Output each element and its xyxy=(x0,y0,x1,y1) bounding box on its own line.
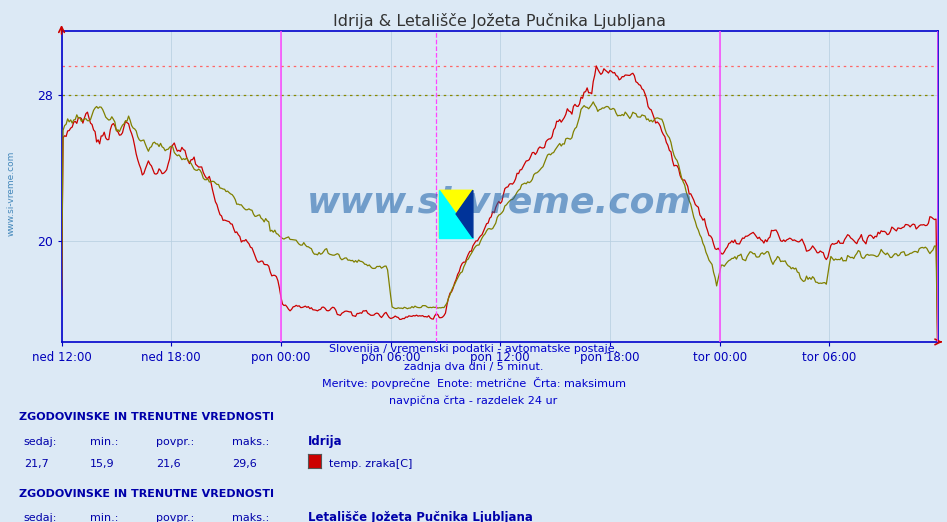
Text: Slovenija / vremenski podatki - avtomatske postaje.: Slovenija / vremenski podatki - avtomats… xyxy=(329,345,618,354)
Text: ZGODOVINSKE IN TRENUTNE VREDNOSTI: ZGODOVINSKE IN TRENUTNE VREDNOSTI xyxy=(19,489,274,499)
Text: www.si-vreme.com: www.si-vreme.com xyxy=(307,185,692,219)
Text: zadnja dva dni / 5 minut.: zadnja dva dni / 5 minut. xyxy=(403,362,544,372)
Text: maks.:: maks.: xyxy=(232,437,269,447)
Text: min.:: min.: xyxy=(90,437,118,447)
Text: sedaj:: sedaj: xyxy=(24,437,57,447)
Text: povpr.:: povpr.: xyxy=(156,437,194,447)
Polygon shape xyxy=(439,191,473,238)
Polygon shape xyxy=(439,191,473,238)
Text: 29,6: 29,6 xyxy=(232,459,257,469)
Text: 21,6: 21,6 xyxy=(156,459,181,469)
Text: www.si-vreme.com: www.si-vreme.com xyxy=(7,150,16,236)
Text: sedaj:: sedaj: xyxy=(24,514,57,522)
Text: navpična črta - razdelek 24 ur: navpična črta - razdelek 24 ur xyxy=(389,396,558,406)
Text: 21,7: 21,7 xyxy=(24,459,48,469)
Text: temp. zraka[C]: temp. zraka[C] xyxy=(329,459,412,469)
Text: Idrija: Idrija xyxy=(308,435,343,448)
Text: 15,9: 15,9 xyxy=(90,459,115,469)
Text: ZGODOVINSKE IN TRENUTNE VREDNOSTI: ZGODOVINSKE IN TRENUTNE VREDNOSTI xyxy=(19,412,274,422)
Text: maks.:: maks.: xyxy=(232,514,269,522)
Text: Meritve: povprečne  Enote: metrične  Črta: maksimum: Meritve: povprečne Enote: metrične Črta:… xyxy=(321,377,626,389)
Text: Letališče Jožeta Pučnika Ljubljana: Letališče Jožeta Pučnika Ljubljana xyxy=(308,512,532,522)
Title: Idrija & Letališče Jožeta Pučnika Ljubljana: Idrija & Letališče Jožeta Pučnika Ljublj… xyxy=(333,13,666,29)
Text: povpr.:: povpr.: xyxy=(156,514,194,522)
Polygon shape xyxy=(456,191,473,238)
Text: min.:: min.: xyxy=(90,514,118,522)
